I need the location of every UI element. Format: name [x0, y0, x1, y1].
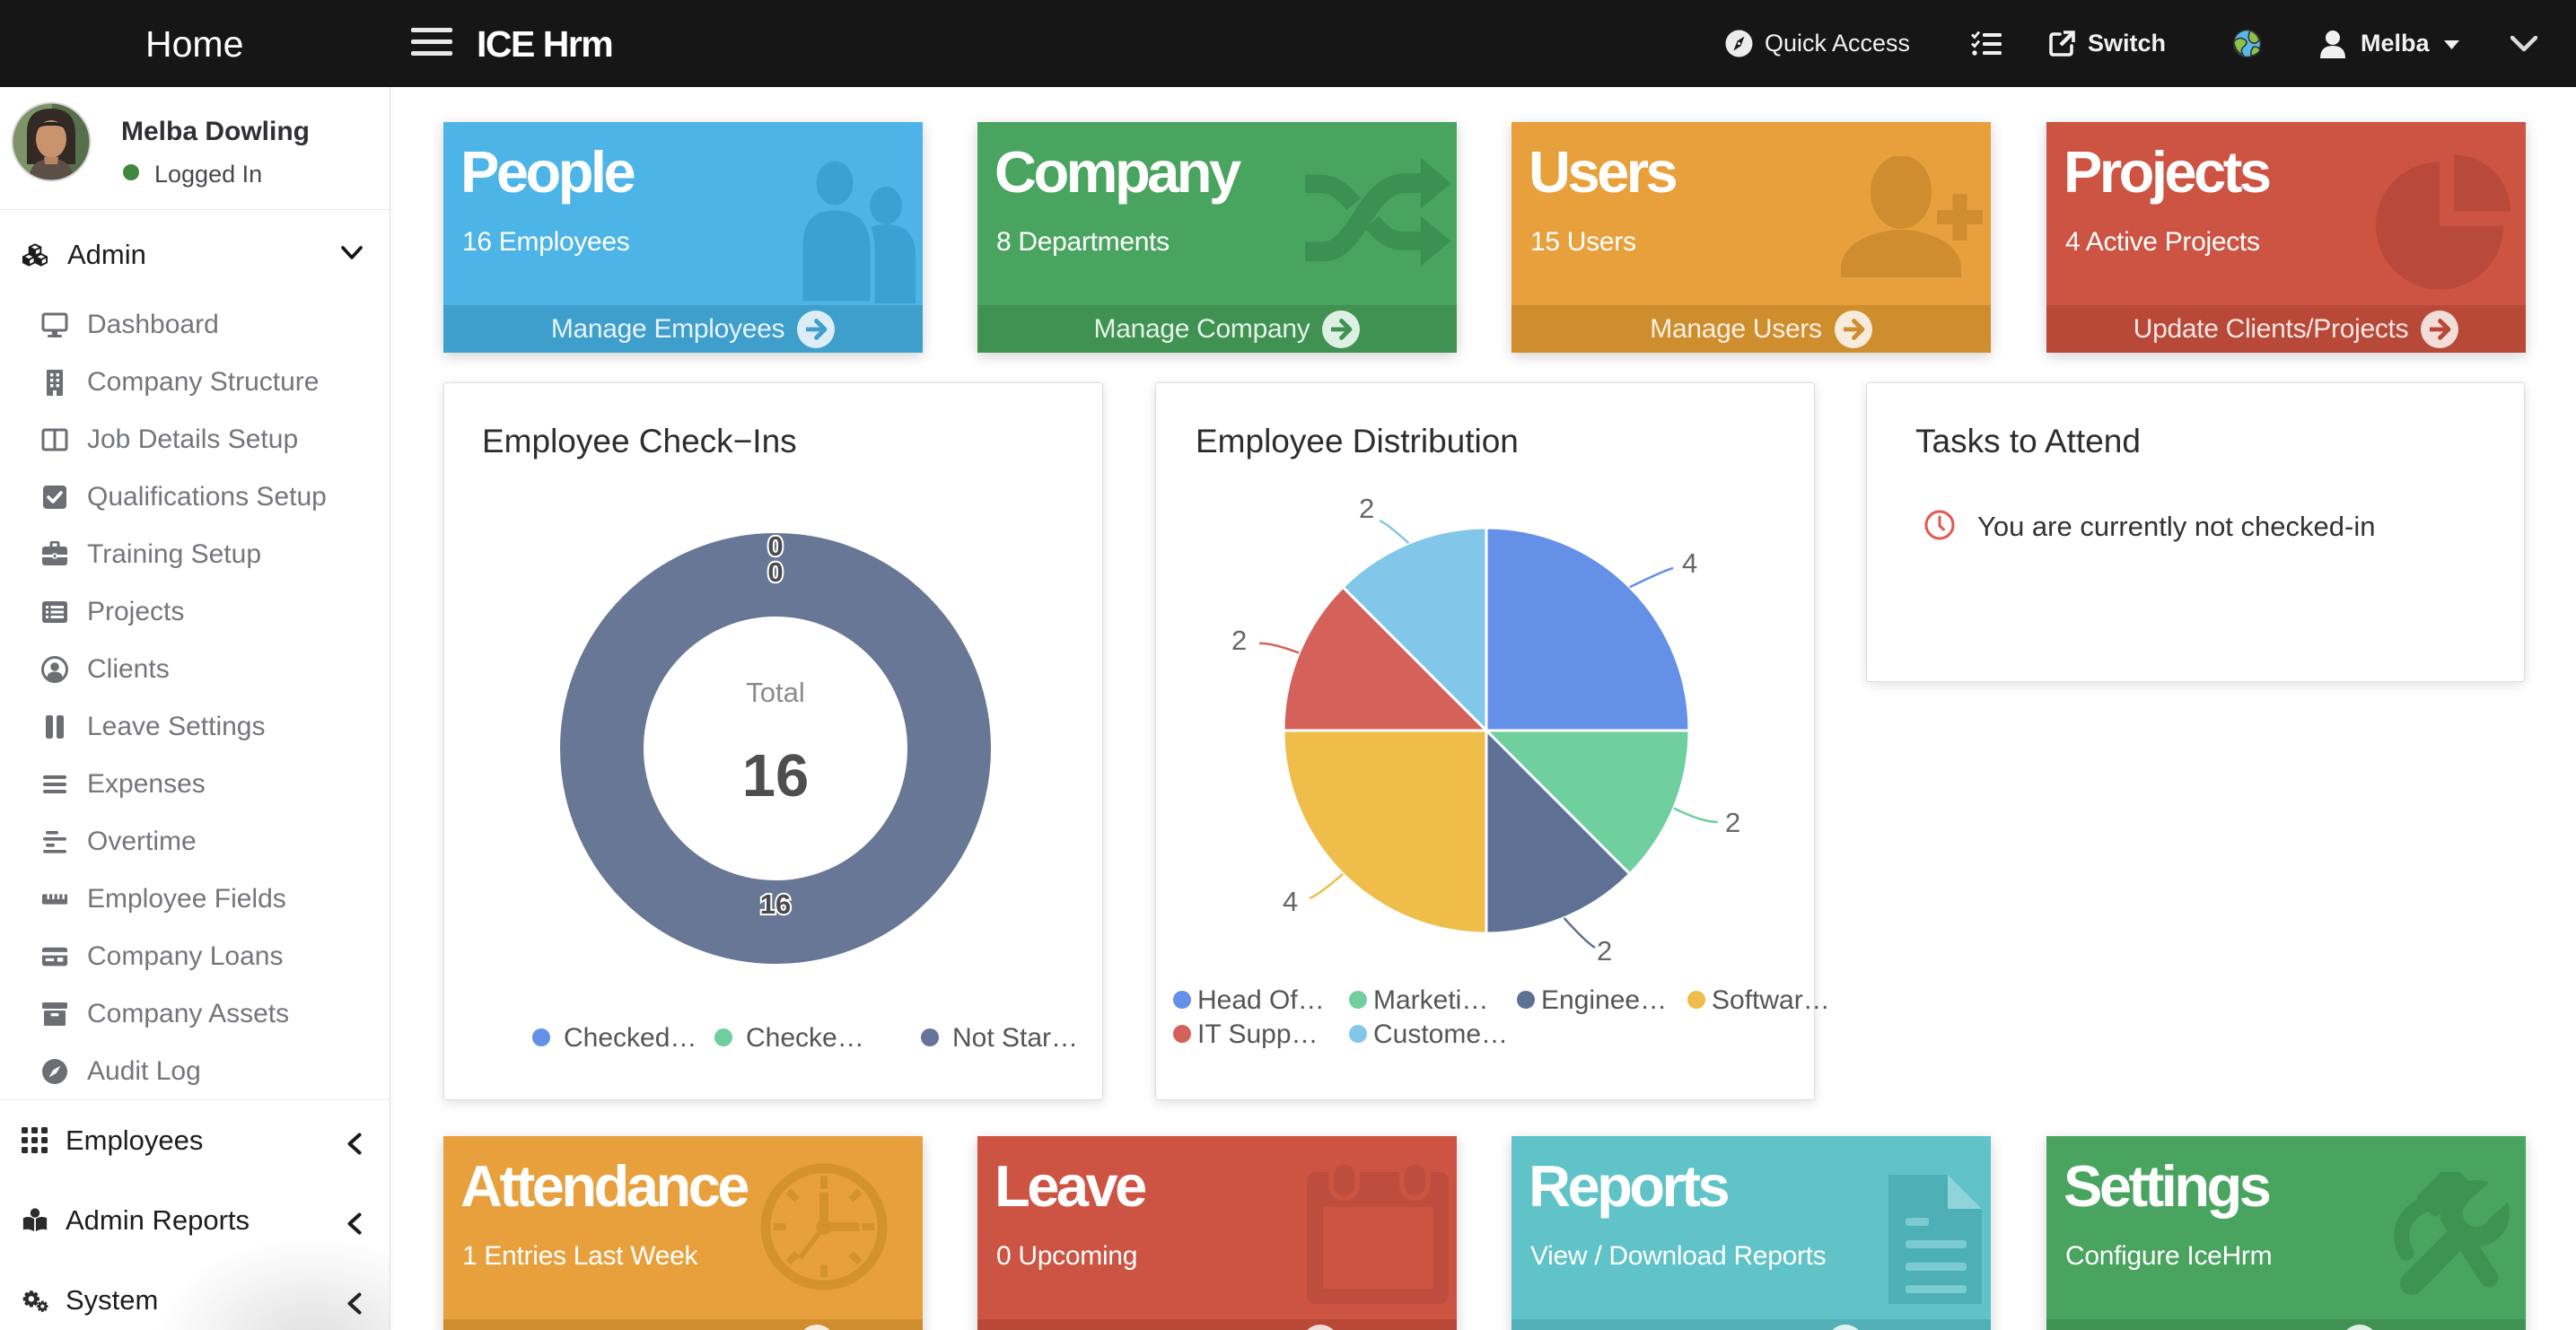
svg-text:2: 2 [1597, 935, 1612, 967]
svg-text:2: 2 [1231, 625, 1247, 656]
svg-text:Total: Total [746, 677, 804, 708]
svg-text:0: 0 [767, 530, 783, 562]
svg-text:2: 2 [1359, 493, 1374, 524]
svg-text:4: 4 [1682, 547, 1697, 579]
svg-text:4: 4 [1283, 886, 1298, 917]
svg-text:2: 2 [1725, 807, 1740, 838]
svg-text:0: 0 [767, 556, 783, 588]
svg-text:16: 16 [760, 888, 791, 920]
svg-text:16: 16 [742, 742, 810, 809]
